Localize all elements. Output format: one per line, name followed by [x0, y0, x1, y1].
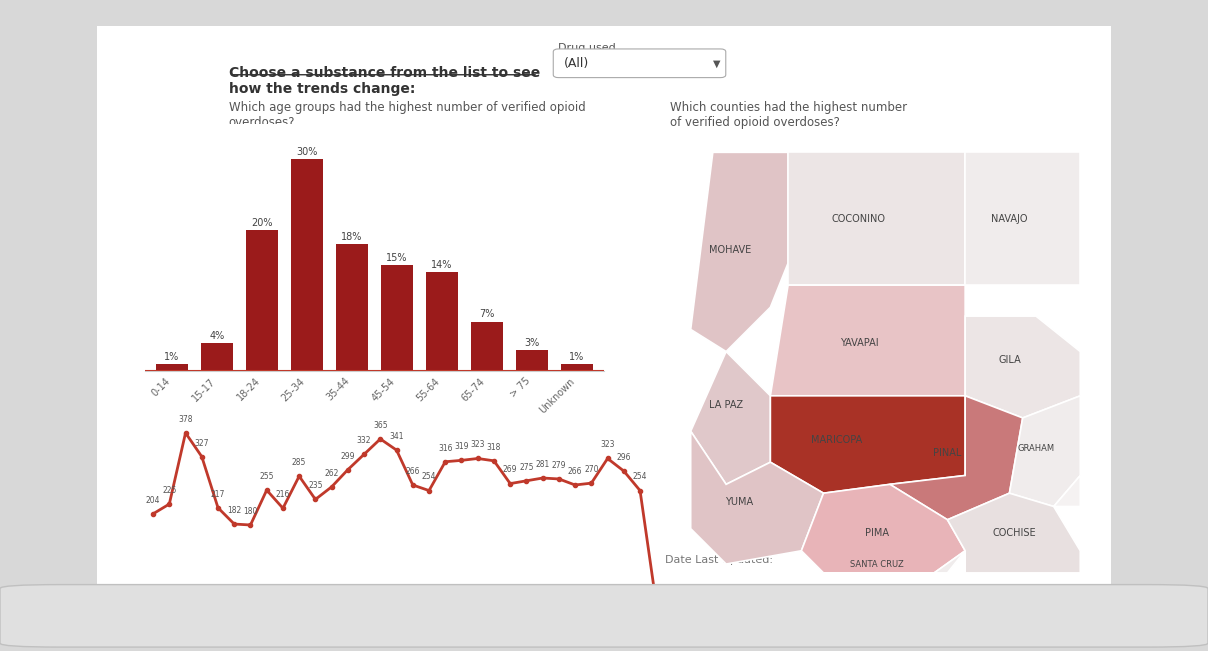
Text: 378: 378 — [179, 415, 193, 424]
Text: 10: 10 — [651, 586, 661, 595]
Text: 281: 281 — [535, 460, 550, 469]
Text: 255: 255 — [260, 472, 274, 481]
Bar — [202, 343, 233, 371]
Text: 296: 296 — [616, 453, 631, 462]
Text: 285: 285 — [292, 458, 307, 467]
Text: 318: 318 — [487, 443, 501, 452]
Text: 254: 254 — [422, 473, 436, 482]
Text: 279: 279 — [552, 461, 567, 470]
Text: 2/6/2020: 2/6/2020 — [827, 555, 877, 564]
Bar — [382, 265, 413, 371]
Text: Which counties had the highest number
of verified opioid overdoses?: Which counties had the highest number of… — [670, 100, 907, 128]
Polygon shape — [801, 484, 965, 573]
Bar — [516, 350, 547, 371]
Polygon shape — [771, 285, 965, 396]
Bar — [562, 364, 593, 371]
Polygon shape — [890, 396, 1023, 519]
Text: 266: 266 — [406, 467, 420, 476]
Text: 225: 225 — [162, 486, 176, 495]
Bar — [426, 272, 458, 371]
Text: 30%: 30% — [296, 147, 318, 157]
Text: GILA: GILA — [998, 355, 1021, 365]
FancyBboxPatch shape — [76, 14, 1132, 611]
Text: 341: 341 — [389, 432, 403, 441]
Text: 269: 269 — [503, 465, 517, 475]
Polygon shape — [1010, 396, 1080, 506]
Text: What are the trends in verified opioid overdoses reported?: What are the trends in verified opioid o… — [228, 358, 576, 371]
FancyBboxPatch shape — [0, 585, 1208, 647]
Polygon shape — [965, 316, 1080, 418]
Text: 204: 204 — [146, 495, 161, 505]
Text: NAVAJO: NAVAJO — [992, 214, 1028, 224]
Polygon shape — [771, 396, 965, 493]
Bar — [246, 230, 278, 371]
Text: YAVAPAI: YAVAPAI — [840, 338, 878, 348]
Text: ▼: ▼ — [713, 59, 720, 68]
Bar — [291, 159, 323, 371]
Text: 266: 266 — [568, 467, 582, 476]
Text: 15%: 15% — [387, 253, 408, 263]
Text: 1%: 1% — [164, 352, 180, 362]
Polygon shape — [788, 152, 965, 285]
Text: 18%: 18% — [342, 232, 362, 242]
Text: 1%: 1% — [569, 352, 585, 362]
Text: GRAHAM: GRAHAM — [1017, 445, 1055, 454]
Polygon shape — [691, 152, 788, 352]
Bar — [471, 322, 503, 371]
Text: COCHISE: COCHISE — [992, 528, 1035, 538]
FancyBboxPatch shape — [553, 49, 726, 77]
Polygon shape — [1053, 475, 1080, 506]
Polygon shape — [691, 352, 771, 484]
Text: 270: 270 — [585, 465, 599, 474]
Text: 180: 180 — [243, 507, 257, 516]
Text: 262: 262 — [325, 469, 338, 478]
Polygon shape — [947, 493, 1080, 573]
Text: 332: 332 — [356, 436, 371, 445]
Text: 299: 299 — [341, 452, 355, 460]
Polygon shape — [824, 551, 965, 573]
Text: Which age groups had the highest number of verified opioid
overdoses?: Which age groups had the highest number … — [228, 100, 586, 128]
Text: 14%: 14% — [431, 260, 453, 270]
Text: SANTA CRUZ: SANTA CRUZ — [849, 559, 904, 568]
Text: MARICOPA: MARICOPA — [811, 435, 863, 445]
Text: 323: 323 — [600, 440, 615, 449]
Text: 20%: 20% — [251, 217, 273, 228]
Text: YUMA: YUMA — [725, 497, 754, 507]
Text: PIMA: PIMA — [865, 528, 889, 538]
Text: 316: 316 — [439, 443, 453, 452]
Polygon shape — [691, 431, 824, 564]
Text: MOHAVE: MOHAVE — [709, 245, 751, 255]
Text: 254: 254 — [633, 473, 647, 482]
Text: 3%: 3% — [524, 338, 540, 348]
Text: 4%: 4% — [209, 331, 225, 340]
Text: 235: 235 — [308, 481, 323, 490]
Text: 327: 327 — [194, 439, 209, 447]
Text: LA PAZ: LA PAZ — [709, 400, 743, 409]
Text: 365: 365 — [373, 421, 388, 430]
Text: 216: 216 — [275, 490, 290, 499]
Text: COCONINO: COCONINO — [832, 214, 885, 224]
Text: Date Last Updated:: Date Last Updated: — [664, 555, 773, 564]
Text: (All): (All) — [563, 57, 588, 70]
Bar — [156, 364, 187, 371]
Text: PINAL: PINAL — [934, 449, 962, 458]
Text: 7%: 7% — [480, 309, 495, 320]
Text: Choose a substance from the list to see
how the trends change:: Choose a substance from the list to see … — [228, 66, 540, 96]
Text: 275: 275 — [519, 463, 534, 472]
Text: 182: 182 — [227, 506, 242, 515]
Bar — [336, 244, 367, 371]
Text: 323: 323 — [470, 440, 484, 449]
Text: 319: 319 — [454, 442, 469, 451]
Text: Drug used: Drug used — [558, 43, 616, 53]
Text: 217: 217 — [211, 490, 225, 499]
Polygon shape — [965, 152, 1080, 285]
